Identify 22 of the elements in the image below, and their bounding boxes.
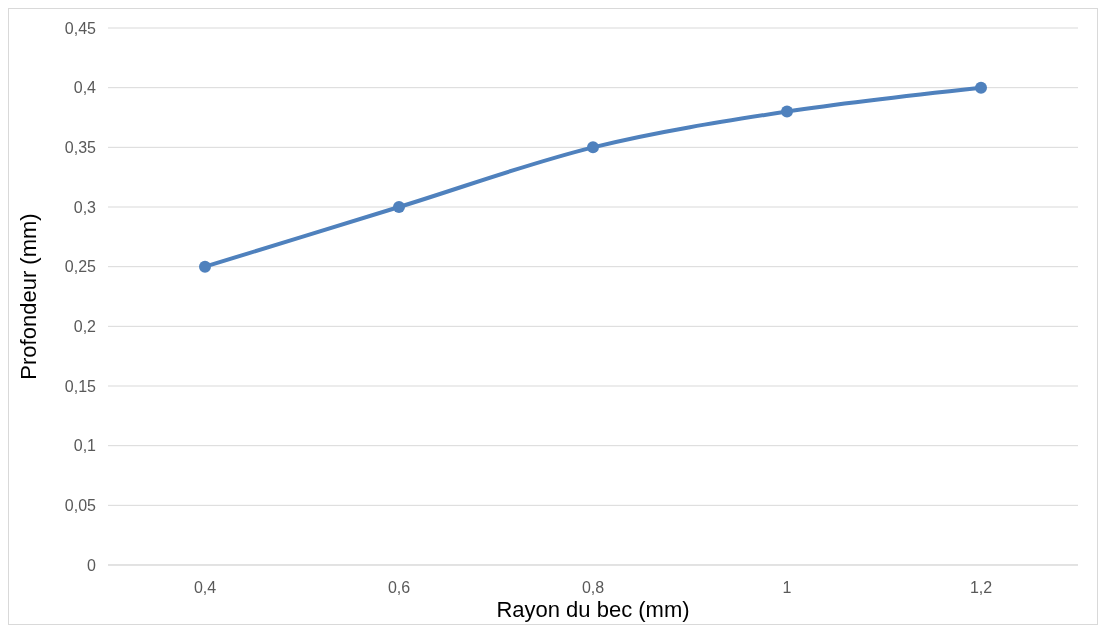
y-axis-title: Profondeur (mm) (16, 213, 41, 380)
point (393, 201, 405, 213)
point (975, 81, 987, 94)
point (781, 105, 793, 118)
x-tick-label: 1,2 (969, 579, 993, 596)
y-tick-label: 0,2 (73, 317, 97, 335)
point (199, 260, 211, 273)
x-tick-label: 0,4 (193, 579, 217, 596)
point (587, 141, 599, 154)
y-tick-label: 0,4 (73, 79, 97, 97)
y-tick-label: 0,3 (73, 198, 97, 216)
x-axis-title: Rayon du bec (mm) (496, 597, 690, 622)
x-tick-label: 1 (782, 579, 792, 596)
y-tick-label: 0,25 (64, 258, 97, 276)
y-tick-label: 0,15 (64, 377, 97, 395)
y-tick-label: 0,45 (64, 19, 97, 37)
y-tick-label: 0,1 (73, 437, 97, 455)
x-tick-label: 0,8 (581, 579, 605, 596)
x-tick-label: 0,6 (387, 579, 411, 596)
y-tick-label: 0 (87, 556, 97, 574)
y-tick-label: 0,05 (64, 496, 97, 514)
y-tick-label: 0,35 (64, 138, 97, 156)
